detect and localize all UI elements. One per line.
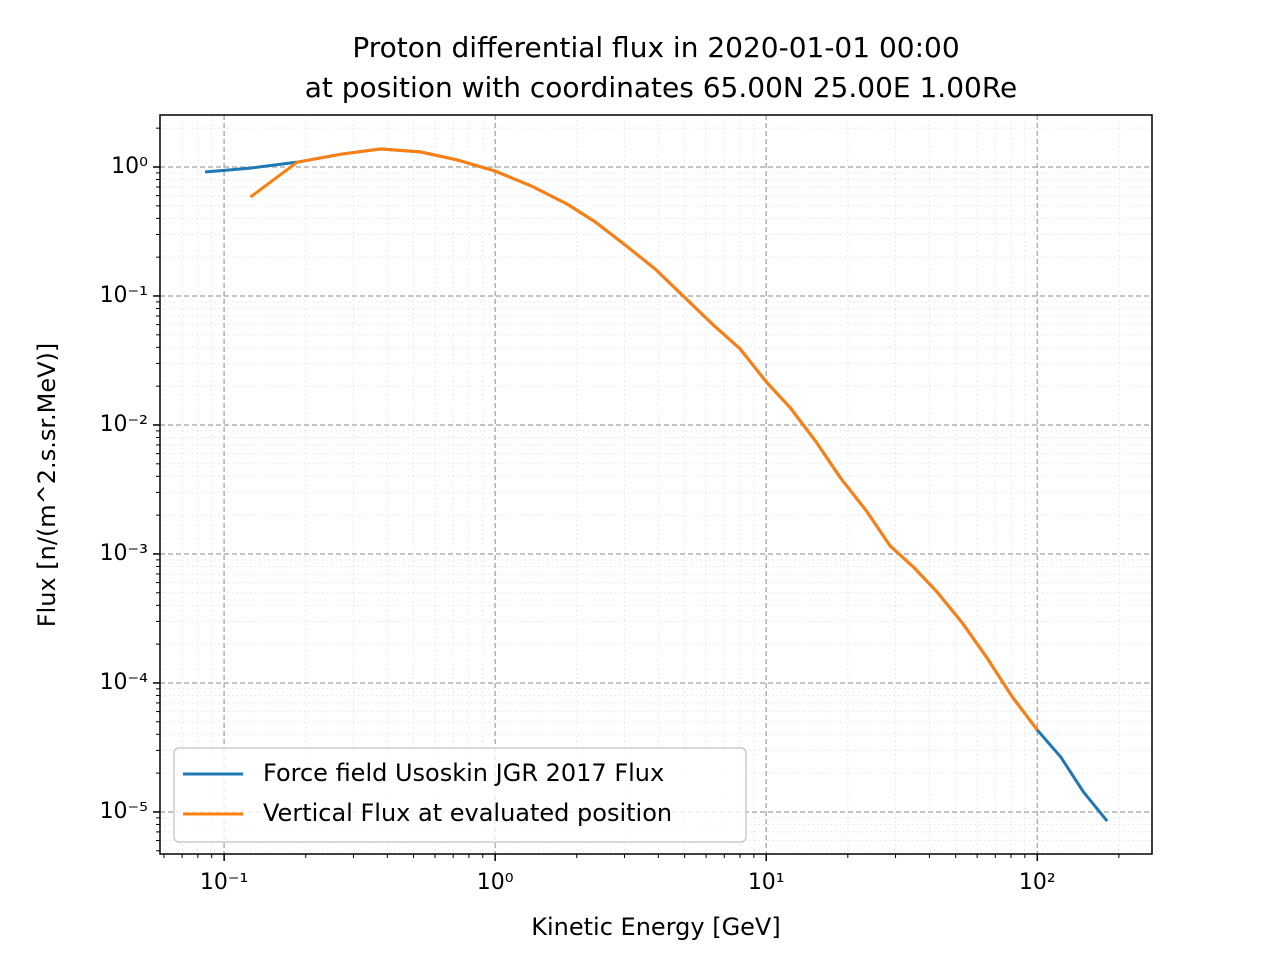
y-tick-label: 10⁻³ bbox=[100, 541, 148, 566]
plot-frame bbox=[159, 114, 1153, 855]
x-tick-label: 10⁰ bbox=[477, 870, 514, 895]
chart-title: at position with coordinates 65.00N 25.0… bbox=[305, 71, 1018, 104]
x-tick-label: 10¹ bbox=[748, 870, 785, 895]
x-tick-label: 10² bbox=[1019, 870, 1056, 895]
legend-box bbox=[173, 747, 747, 843]
y-tick-label: 10⁰ bbox=[111, 154, 148, 179]
x-axis-label: Kinetic Energy [GeV] bbox=[531, 913, 780, 941]
chart-title: Proton differential flux in 2020-01-01 0… bbox=[352, 31, 959, 64]
legend-label: Force field Usoskin JGR 2017 Flux bbox=[263, 759, 664, 787]
y-tick-label: 10⁻¹ bbox=[100, 283, 148, 308]
y-tick-label: 10⁻⁵ bbox=[100, 799, 148, 824]
y-axis-label: Flux [n/(m^2.s.sr.MeV)] bbox=[33, 343, 61, 627]
data-line bbox=[249, 147, 1039, 731]
y-tick-label: 10⁻² bbox=[100, 412, 148, 437]
legend-label: Vertical Flux at evaluated position bbox=[263, 799, 672, 827]
y-tick-label: 10⁻⁴ bbox=[100, 670, 149, 695]
x-tick-label: 10⁻¹ bbox=[200, 870, 248, 895]
